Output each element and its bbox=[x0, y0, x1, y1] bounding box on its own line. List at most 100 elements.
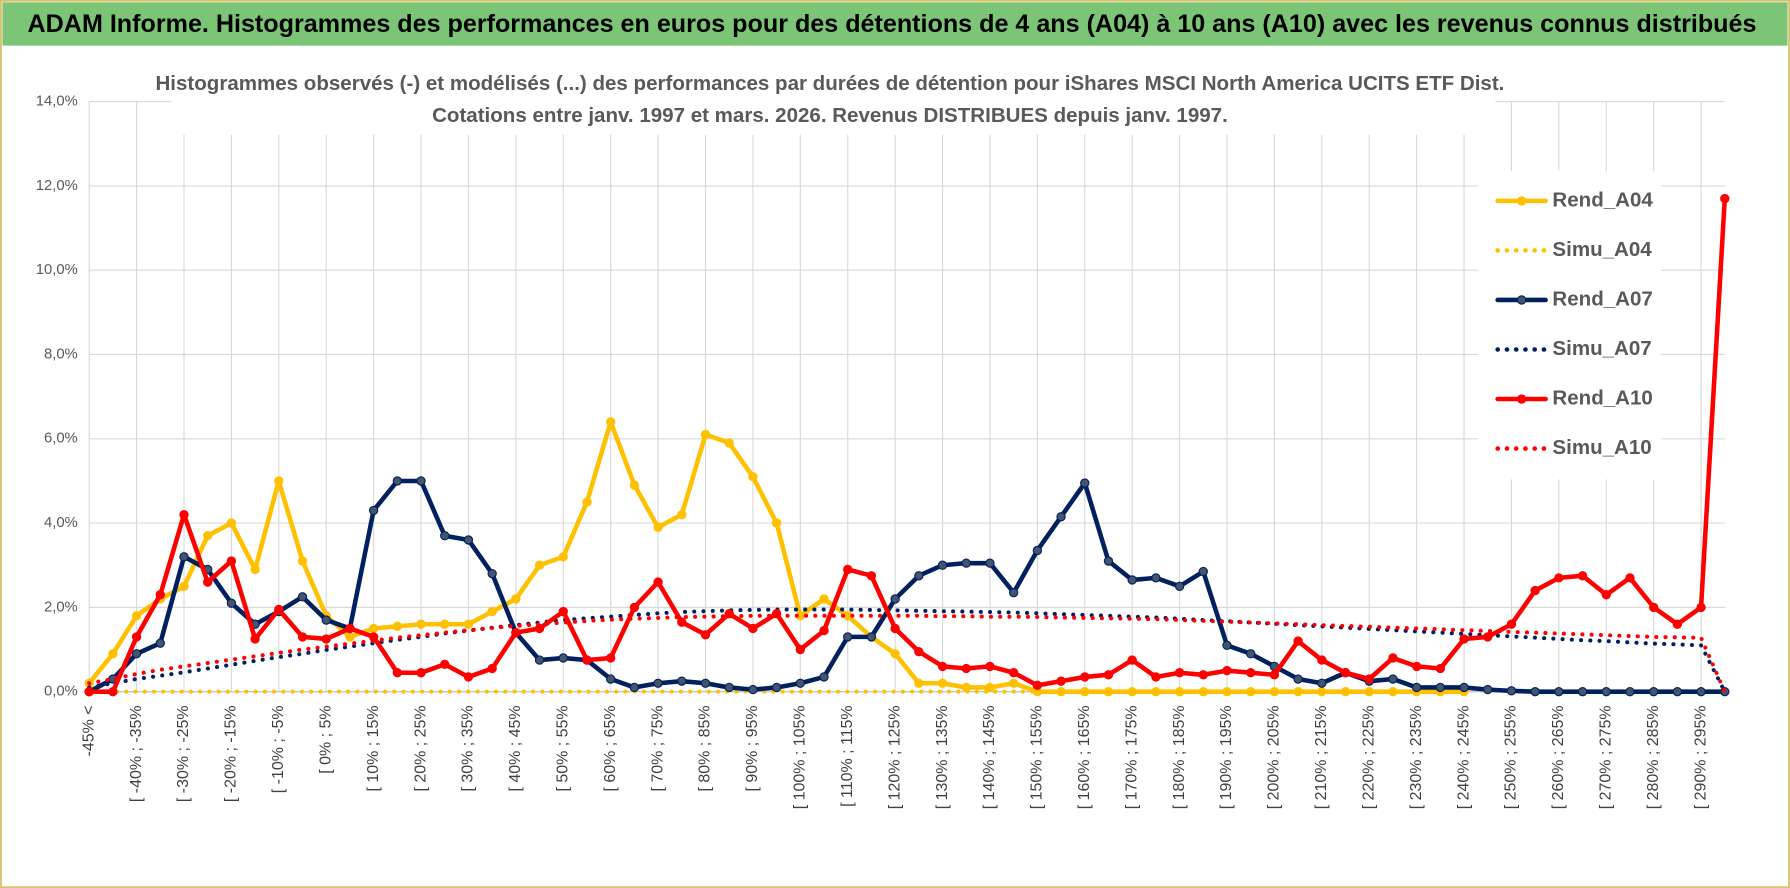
x-tick-label: [ 30% ; 35% bbox=[460, 705, 477, 791]
series-marker bbox=[724, 438, 734, 448]
series-marker bbox=[1530, 687, 1540, 697]
series-marker bbox=[1340, 668, 1351, 678]
series-marker bbox=[914, 646, 924, 657]
series-marker bbox=[890, 594, 900, 604]
series-marker bbox=[440, 659, 450, 669]
series-marker bbox=[795, 678, 805, 688]
series-marker bbox=[1696, 602, 1706, 613]
series-marker bbox=[677, 617, 687, 627]
series-marker bbox=[1483, 632, 1493, 642]
series-marker bbox=[392, 476, 403, 486]
series-marker bbox=[819, 672, 829, 682]
series-marker bbox=[890, 623, 900, 634]
series-marker bbox=[440, 619, 450, 629]
series-marker bbox=[605, 674, 616, 684]
series-marker bbox=[345, 632, 355, 642]
x-tick-label: [ 230% ; 235% bbox=[1408, 705, 1425, 809]
series-marker bbox=[771, 682, 782, 693]
y-tick-label: 6,0% bbox=[44, 431, 78, 447]
x-tick-label: [ 100% ; 105% bbox=[792, 705, 809, 809]
series-marker bbox=[1198, 670, 1208, 680]
legend-label: Simu_A04 bbox=[1552, 238, 1652, 261]
x-tick-label: [ 250% ; 255% bbox=[1503, 705, 1520, 809]
series-marker bbox=[937, 560, 948, 570]
y-tick-label: 14,0% bbox=[36, 94, 78, 110]
x-tick-label: [ 130% ; 135% bbox=[934, 705, 951, 809]
series-marker bbox=[629, 480, 640, 490]
series-marker bbox=[937, 661, 948, 672]
series-marker bbox=[155, 590, 165, 600]
series-marker bbox=[558, 653, 568, 663]
series-marker bbox=[463, 672, 474, 682]
series-marker bbox=[1127, 655, 1137, 665]
x-tick-label: [ 120% ; 125% bbox=[886, 705, 903, 809]
series-marker bbox=[274, 604, 284, 615]
x-tick-label: [ 170% ; 175% bbox=[1123, 705, 1140, 809]
series-marker bbox=[1317, 678, 1327, 688]
series-marker bbox=[416, 668, 426, 678]
series-marker bbox=[368, 623, 379, 634]
series-marker bbox=[1625, 573, 1635, 583]
series-marker bbox=[226, 598, 237, 608]
legend-label: Rend_A10 bbox=[1552, 386, 1652, 409]
series-marker bbox=[392, 621, 403, 632]
series-marker bbox=[1601, 590, 1611, 600]
series-marker bbox=[653, 577, 663, 587]
legend-marker bbox=[1516, 295, 1527, 305]
series-marker bbox=[1506, 686, 1517, 696]
series-marker bbox=[534, 655, 545, 665]
series-marker bbox=[1577, 571, 1588, 581]
series-marker bbox=[1151, 672, 1161, 682]
header-bar bbox=[2, 2, 1788, 46]
legend-label: Rend_A07 bbox=[1552, 287, 1652, 310]
series-marker bbox=[605, 653, 616, 663]
series-marker bbox=[961, 663, 971, 674]
x-tick-label: [ 290% ; 295% bbox=[1692, 705, 1709, 809]
series-marker bbox=[416, 476, 426, 486]
series-marker bbox=[1601, 687, 1611, 697]
series-marker bbox=[724, 682, 734, 693]
series-marker bbox=[653, 522, 663, 532]
series-marker bbox=[748, 472, 758, 482]
series-marker bbox=[771, 518, 782, 528]
series-marker bbox=[1151, 573, 1161, 583]
series-marker bbox=[1222, 665, 1232, 676]
series-line bbox=[86, 196, 1728, 694]
series-marker bbox=[1648, 602, 1659, 613]
x-tick-label: [ 220% ; 225% bbox=[1360, 705, 1377, 809]
series-marker bbox=[440, 531, 450, 541]
x-tick-label: [ 180% ; 185% bbox=[1171, 705, 1188, 809]
x-tick-label: [ 260% ; 265% bbox=[1550, 705, 1567, 809]
series-marker bbox=[1554, 573, 1564, 583]
series-marker bbox=[1008, 587, 1019, 598]
series-line bbox=[86, 478, 1728, 694]
legend-label: Simu_A10 bbox=[1552, 436, 1651, 459]
series-marker bbox=[1103, 556, 1114, 566]
series-marker bbox=[203, 531, 213, 541]
series-marker bbox=[1056, 676, 1066, 686]
series-marker bbox=[677, 509, 687, 520]
series-marker bbox=[700, 429, 711, 440]
subtitle: Histogrammes observés (-) et modélisés (… bbox=[155, 72, 1504, 95]
y-tick-label: 4,0% bbox=[44, 515, 78, 531]
series-marker bbox=[1625, 687, 1635, 697]
series-marker bbox=[226, 518, 237, 528]
series-marker bbox=[1483, 684, 1493, 695]
x-tick-label: [ 210% ; 215% bbox=[1313, 705, 1330, 809]
series-marker bbox=[1032, 680, 1043, 691]
series-marker bbox=[108, 687, 118, 697]
series-marker bbox=[582, 497, 592, 507]
series-marker bbox=[1080, 478, 1090, 488]
series-marker bbox=[274, 476, 284, 486]
series-marker bbox=[487, 568, 497, 579]
series-marker bbox=[1672, 687, 1683, 697]
series-marker bbox=[1672, 619, 1683, 629]
series-marker bbox=[819, 625, 829, 636]
series-marker bbox=[1720, 193, 1730, 204]
plot-area: 0,0% 2,0% 4,0% 6,0% 8,0% 10,0% 12,0% 14,0% -45% … bbox=[36, 94, 1730, 809]
series-marker bbox=[1103, 670, 1114, 680]
series-marker bbox=[131, 611, 142, 621]
series-marker bbox=[843, 564, 853, 575]
series-marker bbox=[1293, 636, 1303, 646]
series-marker bbox=[1411, 682, 1422, 693]
